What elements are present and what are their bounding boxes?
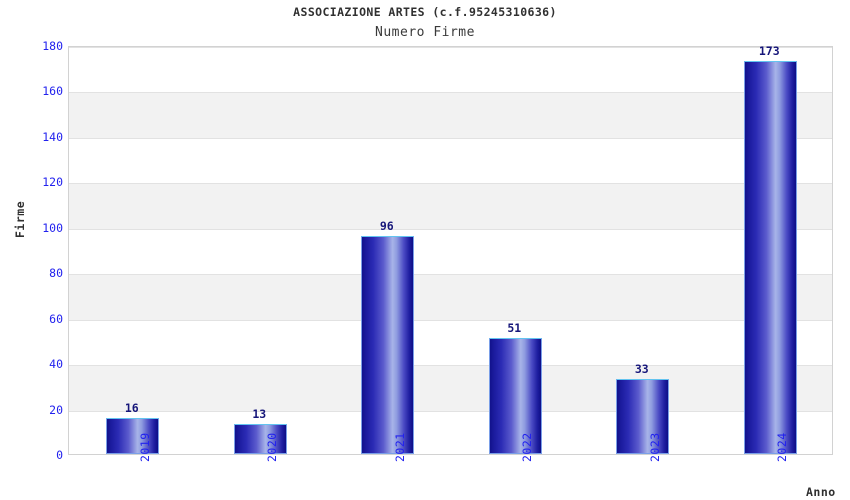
gridline (69, 137, 832, 139)
bar[interactable] (616, 379, 670, 454)
bar-value-label: 173 (758, 43, 780, 58)
y-tick-label: 40 (49, 357, 63, 372)
band (69, 183, 832, 229)
bar[interactable] (361, 235, 415, 454)
gridline (69, 228, 832, 230)
band (69, 92, 832, 138)
plot-area (68, 46, 833, 455)
bar-value-label: 13 (252, 407, 267, 422)
bar-value-label: 51 (507, 321, 522, 336)
x-tick-label: 2023 (647, 432, 662, 462)
gridline (69, 47, 832, 48)
y-axis-title: Firme (13, 200, 27, 238)
x-tick-label: 2020 (265, 432, 280, 462)
y-tick-label: 60 (49, 311, 63, 326)
chart-title: ASSOCIAZIONE ARTES (c.f.95245310636) (293, 5, 557, 19)
y-tick-label: 160 (42, 84, 63, 99)
band (69, 274, 832, 320)
y-tick-label: 140 (42, 129, 63, 144)
gridline (69, 365, 832, 367)
gridline (69, 410, 832, 412)
bar[interactable] (743, 60, 797, 454)
bar[interactable] (106, 417, 160, 454)
y-tick-label: 80 (49, 266, 63, 281)
chart-subtitle: Numero Firme (375, 25, 475, 40)
y-tick-label: 100 (42, 220, 63, 235)
x-tick-label: 2022 (520, 432, 535, 462)
gridline (69, 274, 832, 276)
bar-value-label: 96 (379, 218, 394, 233)
x-tick-label: 2019 (137, 432, 152, 462)
band (69, 365, 832, 411)
y-tick-label: 0 (56, 448, 63, 462)
x-axis-title: Anno (806, 485, 836, 499)
y-tick-label: 120 (42, 175, 63, 190)
bar-value-label: 16 (124, 400, 139, 415)
bar[interactable] (233, 424, 287, 454)
x-tick-label: 2024 (775, 432, 790, 462)
gridline (69, 319, 832, 321)
bar-value-label: 33 (634, 362, 649, 377)
y-tick-label: 180 (42, 39, 63, 53)
x-tick-label: 2021 (392, 432, 407, 462)
y-tick-label: 20 (49, 402, 63, 417)
bar[interactable] (488, 338, 542, 454)
y-axis-ticks: 0 20 40 60 80 100 120 140 160 180 (0, 0, 63, 500)
gridline (69, 92, 832, 94)
gridline (69, 183, 832, 185)
